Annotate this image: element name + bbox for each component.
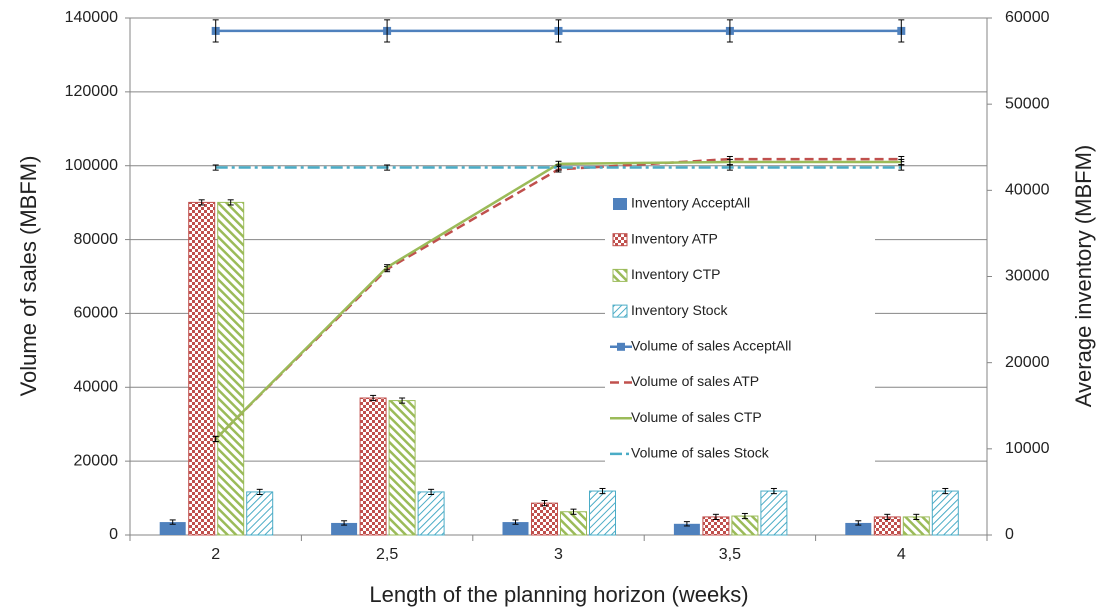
bar	[589, 490, 616, 536]
error-bar	[212, 19, 219, 43]
bar	[417, 491, 445, 536]
error-bar	[384, 264, 391, 271]
error-bar	[898, 164, 905, 171]
error-bar	[384, 164, 391, 171]
x-tick-label: 2	[211, 546, 220, 563]
y-axis-title: Volume of sales (MBFM)	[16, 156, 41, 397]
bar	[560, 511, 587, 536]
legend-label: Inventory ATP	[631, 230, 718, 246]
error-bar	[399, 397, 406, 404]
x-tick-label: 3	[554, 546, 563, 563]
legend-label: Volume of sales CTP	[631, 409, 762, 425]
y2-tick-label: 10000	[1005, 440, 1050, 457]
y2-tick-label: 30000	[1005, 268, 1050, 285]
bar	[760, 490, 788, 536]
error-bar	[198, 199, 205, 206]
legend-label: Inventory Stock	[631, 302, 728, 318]
error-bar	[913, 513, 920, 520]
error-bar	[884, 513, 891, 520]
error-bar	[712, 513, 719, 520]
bar	[502, 522, 529, 535]
error-bar	[169, 519, 176, 525]
error-bar	[256, 488, 263, 496]
legend-label: Volume of sales ATP	[631, 373, 759, 389]
y2-tick-label: 40000	[1005, 182, 1050, 199]
bar	[673, 523, 700, 535]
error-bar	[428, 488, 435, 496]
x-tick-label: 2,5	[376, 546, 398, 563]
error-bar	[683, 521, 690, 527]
bar	[845, 522, 872, 535]
bar	[188, 201, 216, 536]
y2-tick-label: 20000	[1005, 354, 1050, 371]
y2-tick-label: 50000	[1005, 95, 1050, 112]
legend-swatch	[612, 268, 628, 282]
x-axis-title: Length of the planning horizon (weeks)	[369, 582, 748, 607]
error-bar	[741, 512, 748, 520]
legend-label: Inventory AcceptAll	[631, 195, 750, 211]
error-bar	[726, 164, 733, 171]
legend-label: Inventory CTP	[631, 266, 720, 282]
error-bar	[541, 500, 548, 507]
error-bar	[212, 164, 219, 171]
error-bar	[370, 394, 377, 402]
y2-tick-label: 60000	[1005, 9, 1050, 26]
legend-label: Volume of sales Stock	[631, 445, 770, 461]
bar	[217, 201, 245, 536]
y-tick-label: 0	[109, 526, 118, 543]
bar	[388, 400, 416, 536]
error-bar	[770, 487, 777, 495]
error-bar	[341, 520, 348, 526]
error-bar	[599, 487, 606, 495]
y-tick-label: 100000	[65, 157, 118, 174]
error-bar	[555, 19, 562, 43]
y2-axis-title: Average inventory (MBFM)	[1071, 145, 1096, 407]
legend-swatch	[612, 304, 628, 318]
bar	[931, 490, 959, 536]
bar	[159, 522, 186, 535]
legend-box	[605, 186, 875, 472]
legend-swatch	[613, 198, 627, 210]
y-tick-label: 120000	[65, 83, 118, 100]
error-bar	[227, 199, 234, 206]
x-tick-label: 3,5	[719, 546, 741, 563]
bar	[331, 522, 358, 535]
error-bar	[942, 487, 949, 495]
legend-swatch	[612, 233, 628, 247]
bar	[531, 502, 558, 536]
bar	[359, 397, 387, 536]
error-bar	[555, 164, 562, 171]
error-bar	[212, 435, 219, 443]
y2-tick-label: 0	[1005, 526, 1014, 543]
y-tick-label: 60000	[74, 305, 119, 322]
error-bar	[570, 508, 577, 515]
bar	[246, 491, 274, 536]
y-tick-label: 40000	[74, 379, 119, 396]
y-tick-label: 140000	[65, 9, 118, 26]
x-tick-label: 4	[897, 546, 906, 563]
legend-marker	[617, 342, 625, 351]
error-bar	[898, 19, 905, 43]
y-tick-label: 80000	[74, 231, 119, 248]
y-tick-label: 20000	[74, 452, 119, 469]
error-bar	[512, 519, 519, 525]
error-bar	[726, 19, 733, 43]
legend-label: Volume of sales AcceptAll	[631, 338, 791, 354]
error-bar	[384, 19, 391, 43]
error-bar	[855, 520, 862, 526]
